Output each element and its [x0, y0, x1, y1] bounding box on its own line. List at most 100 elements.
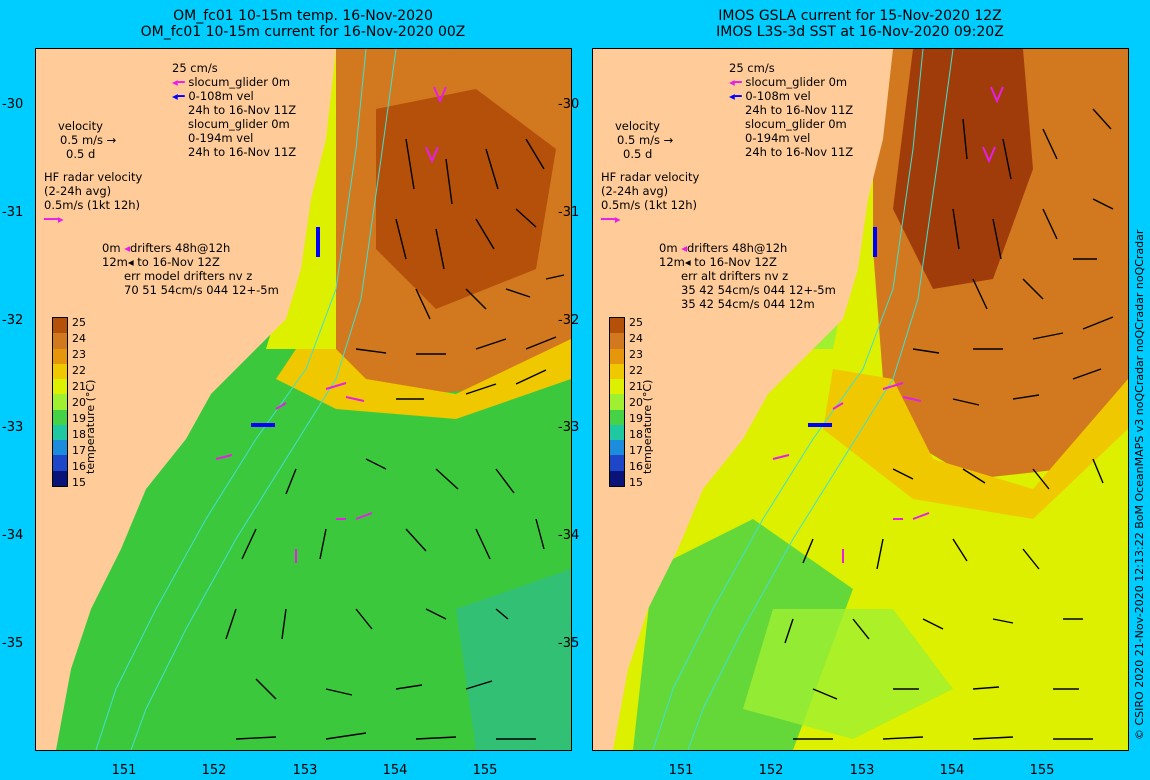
right-title-line2: IMOS L3S-3d SST at 16-Nov-2020 09:20Z — [716, 24, 1004, 40]
left-drifter-line2: 12m◂ to 16-Nov 12Z — [102, 255, 220, 269]
left-glider-line6: 24h to 16-Nov 11Z — [188, 145, 297, 159]
right-land — [593, 49, 893, 750]
latitude-label: -31 — [558, 205, 580, 220]
left-colorbar-title: temperature (°C) — [84, 379, 97, 474]
colorbar-tick-label: 17 — [629, 444, 643, 457]
colorbar-tick-label: 23 — [629, 348, 643, 361]
right-velocity-time: 0.5 d — [623, 147, 653, 161]
colorbar-tick-label: 18 — [629, 428, 643, 441]
left-velocity-time: 0.5 d — [66, 147, 96, 161]
colorbar-segment — [610, 363, 624, 380]
right-drifter-line5: 35 42 54cm/s 044 12m — [681, 297, 815, 311]
left-land — [36, 49, 336, 750]
colorbar-segment — [610, 318, 624, 334]
colorbar-segment — [53, 409, 67, 426]
colorbar-segment — [53, 348, 67, 365]
colorbar-tick-label: 21 — [72, 380, 86, 393]
colorbar-tick-label: 16 — [72, 460, 86, 473]
longitude-label: 152 — [758, 763, 784, 778]
left-map-canvas — [36, 49, 571, 750]
magenta-arrow-icon: ◂ — [124, 241, 130, 255]
latitude-label: -30 — [558, 97, 580, 112]
colorbar-tick-label: 15 — [72, 476, 86, 489]
right-panel-title: IMOS GSLA current for 15-Nov-2020 12Z IM… — [590, 8, 1130, 40]
blue-arrow-icon: ◂━ — [172, 89, 189, 103]
right-glider-line4: slocum_glider 0m — [745, 117, 847, 131]
colorbar-tick-label: 20 — [72, 396, 86, 409]
colorbar-segment — [53, 424, 67, 441]
right-glider-speed: 25 cm/s — [729, 61, 775, 75]
left-isobath-2 — [130, 49, 397, 750]
longitude-label: 153 — [849, 763, 875, 778]
right-lime-patch — [743, 609, 953, 739]
colorbar-segment — [610, 409, 624, 426]
right-velocity-legend: velocity 0.5 m/s → 0.5 d — [615, 119, 673, 161]
longitude-label: 155 — [472, 763, 498, 778]
latitude-label: -31 — [2, 205, 24, 220]
left-hf-line3: 0.5m/s (1kt 12h) — [44, 198, 141, 212]
left-front — [276, 339, 571, 419]
right-isobath-1 — [652, 49, 924, 750]
colorbar-segment — [610, 440, 624, 456]
right-velocity-arrows — [784, 108, 1114, 740]
colorbar-segment — [610, 379, 624, 395]
right-drifter-line4: 35 42 54cm/s 044 12+-5m — [681, 283, 836, 297]
magenta-arrow-icon: ◂━ — [729, 75, 746, 89]
colorbar-tick-label: 15 — [629, 476, 643, 489]
colorbar-segment — [610, 348, 624, 365]
left-drifter-legend: 0m ◂drifters 48h@12h 12m◂ to 16-Nov 12Z … — [102, 241, 279, 297]
blue-arrow-icon: ◂━ — [729, 89, 746, 103]
magenta-arrow-icon: ━━▸ — [44, 212, 64, 226]
colorbar-tick-label: 17 — [72, 444, 86, 457]
left-glider-line1: ◂━ slocum_glider 0m — [172, 75, 291, 89]
colorbar-tick-label: 19 — [629, 412, 643, 425]
right-title-line1: IMOS GSLA current for 15-Nov-2020 12Z — [718, 8, 1002, 24]
right-glider-line1: ◂━ slocum_glider 0m — [729, 75, 848, 89]
left-hf-legend: HF radar velocity (2-24h avg) 0.5m/s (1k… — [44, 170, 142, 226]
right-glider-line5: 0-194m vel — [745, 131, 811, 145]
left-map[interactable]: 25 cm/s ◂━ slocum_glider 0m ◂━ 0-108m ve… — [35, 48, 572, 751]
colorbar-tick-label: 25 — [629, 316, 643, 329]
colorbar-tick-label: 21 — [629, 380, 643, 393]
colorbar-segment — [610, 333, 624, 350]
latitude-label: -34 — [2, 528, 24, 543]
right-glider-line3: 24h to 16-Nov 11Z — [745, 103, 854, 117]
right-drifter-tracks — [772, 86, 1004, 563]
latitude-label: -33 — [2, 420, 24, 435]
colorbar-tick-label: 20 — [629, 396, 643, 409]
right-drifter-line3: err alt drifters nv z — [681, 269, 789, 283]
left-glider-speed: 25 cm/s — [172, 61, 218, 75]
colorbar-segment — [610, 470, 624, 487]
latitude-label: -33 — [558, 420, 580, 435]
colorbar-segment — [610, 424, 624, 441]
right-front — [823, 369, 1128, 519]
colorbar-tick-label: 19 — [72, 412, 86, 425]
left-title-line2: OM_fc01 10-15m current for 16-Nov-2020 0… — [140, 24, 466, 40]
left-velocity-title: velocity — [58, 119, 103, 133]
left-hf-line2: (2-24h avg) — [44, 184, 112, 198]
colorbar-tick-label: 24 — [629, 332, 643, 345]
right-map-canvas — [593, 49, 1128, 750]
colorbar-tick-label: 23 — [72, 348, 86, 361]
black-arrow-icon: → — [103, 133, 117, 147]
right-drifter-line1: 0m ◂drifters 48h@12h — [659, 241, 788, 255]
latitude-label: -32 — [2, 313, 24, 328]
colorbar-tick-label: 25 — [72, 316, 86, 329]
left-warm-core — [376, 89, 556, 309]
right-map[interactable]: 25 cm/s ◂━ slocum_glider 0m ◂━ 0-108m ve… — [592, 48, 1129, 751]
left-velocity-scale: 0.5 m/s → — [60, 133, 117, 147]
left-panel-title: OM_fc01 10-15m temp. 16-Nov-2020 OM_fc01… — [33, 8, 573, 40]
left-drifter-tracks — [215, 86, 447, 563]
longitude-label: 155 — [1029, 763, 1055, 778]
left-velocity-legend: velocity 0.5 m/s → 0.5 d — [58, 119, 116, 161]
colorbar-segment — [53, 318, 67, 334]
colorbar-tick-label: 22 — [629, 364, 643, 377]
colorbar-segment — [53, 363, 67, 380]
left-glider-line3: 24h to 16-Nov 11Z — [188, 103, 297, 117]
colorbar-tick-label: 22 — [72, 364, 86, 377]
colorbar-tick-label: 16 — [629, 460, 643, 473]
longitude-label: 151 — [111, 763, 137, 778]
right-colorbar — [609, 317, 625, 487]
right-colorbar-title: temperature (°C) — [641, 379, 654, 474]
left-colorbar — [52, 317, 68, 487]
